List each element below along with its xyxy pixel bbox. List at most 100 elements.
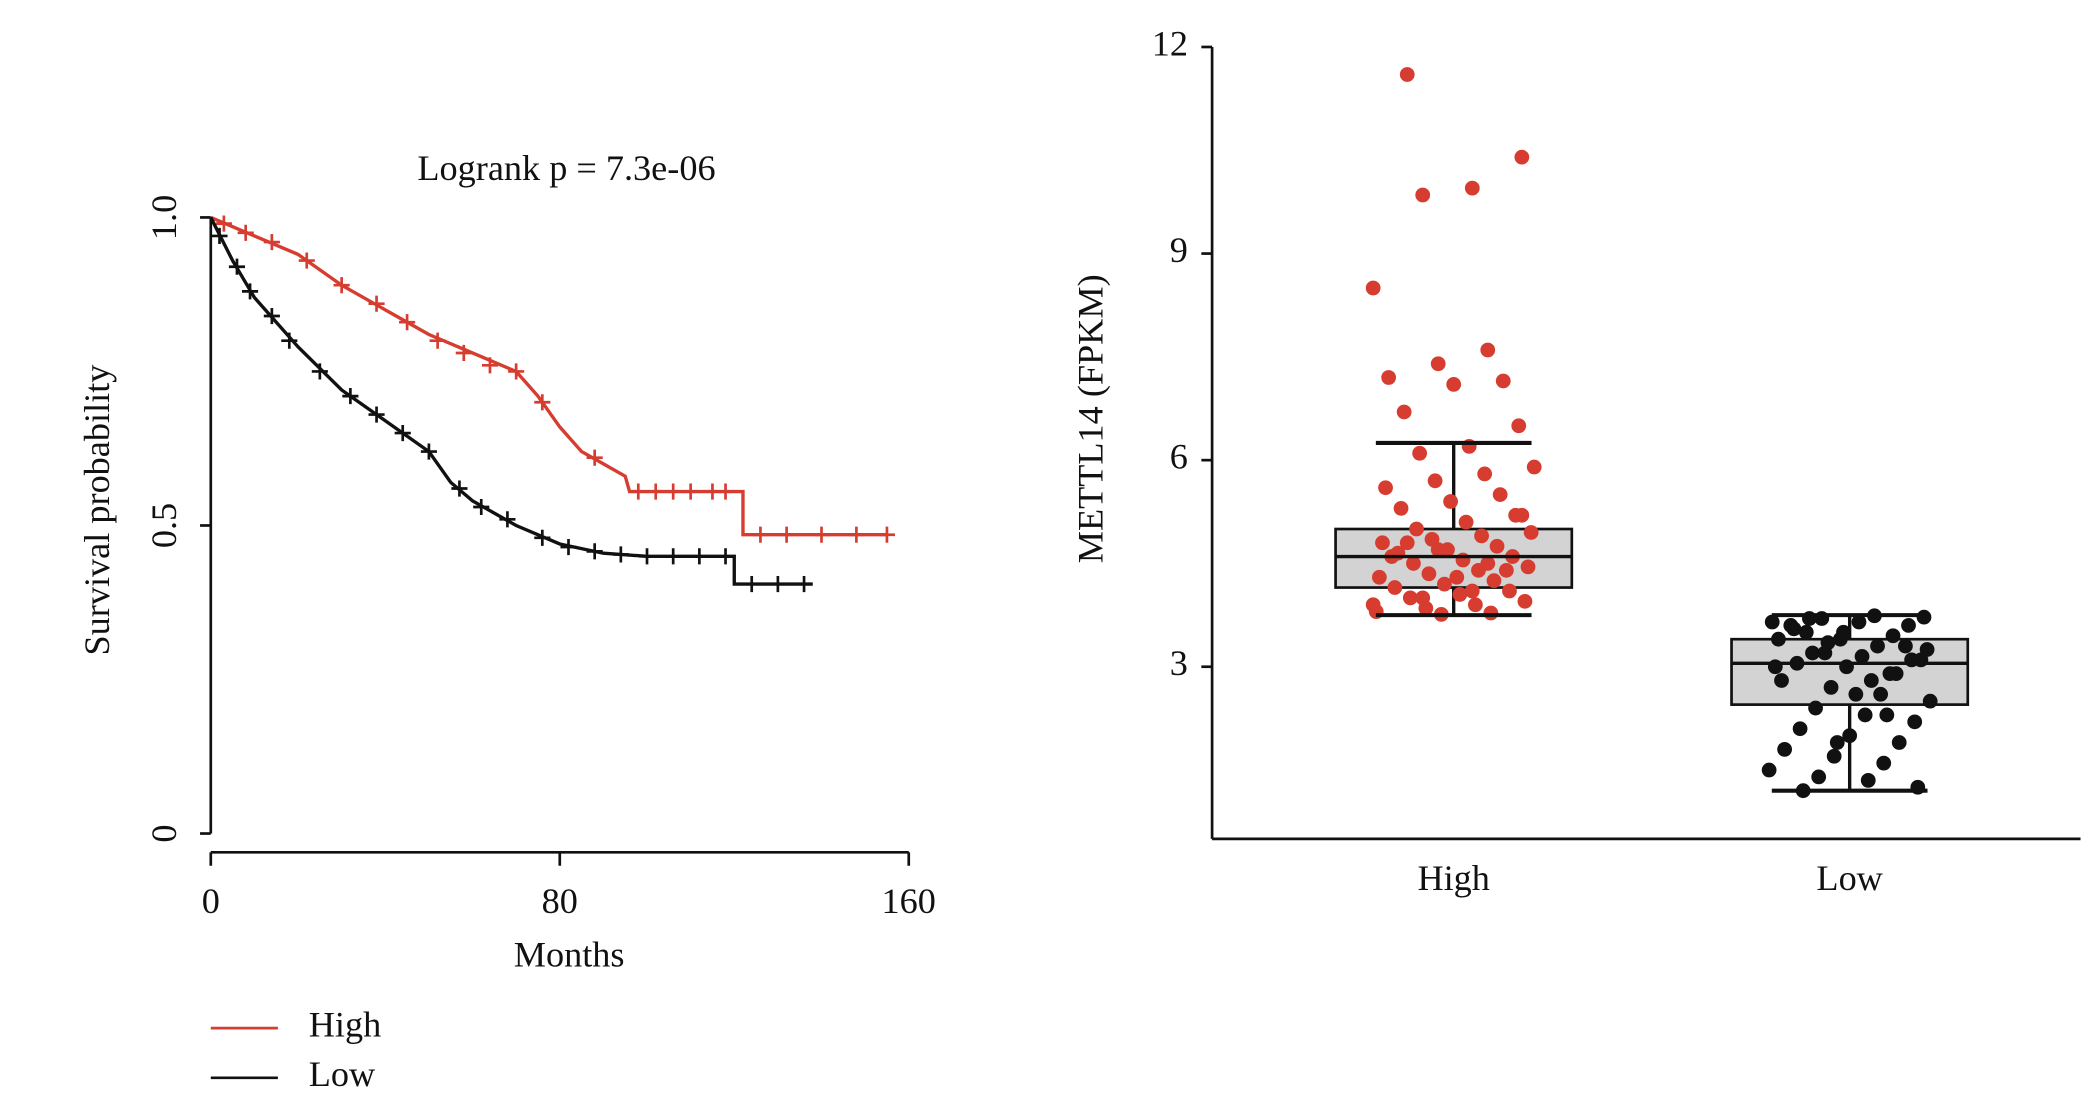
x-tick-label: 80: [542, 881, 578, 921]
data-point: [1767, 659, 1783, 675]
data-point: [1412, 445, 1428, 461]
data-point: [1483, 605, 1499, 621]
y-tick-label: 0.5: [144, 503, 184, 548]
data-point: [1798, 624, 1814, 640]
data-point: [1402, 590, 1418, 606]
data-point: [1922, 693, 1938, 709]
data-point: [1913, 652, 1929, 668]
data-point: [1848, 686, 1864, 702]
censor-mark: [778, 526, 795, 543]
censor-mark: [665, 548, 682, 565]
censor-mark: [263, 307, 280, 325]
data-point: [1792, 721, 1808, 737]
data-point: [1777, 741, 1792, 757]
data-point: [1486, 573, 1502, 589]
data-point: [1430, 356, 1446, 372]
censor-mark: [455, 344, 472, 362]
data-point: [1437, 576, 1452, 592]
data-point: [1421, 566, 1437, 582]
data-point: [1863, 673, 1879, 688]
data-point: [1467, 597, 1483, 613]
data-point: [1477, 466, 1493, 482]
legend-label: Low: [309, 1054, 376, 1094]
censor-mark: [717, 548, 734, 565]
data-point: [1829, 735, 1845, 750]
data-point: [1891, 735, 1907, 750]
censor-mark: [586, 449, 603, 466]
data-point: [1430, 542, 1446, 558]
data-point: [1805, 645, 1820, 661]
data-point: [1415, 590, 1431, 606]
censor-mark: [333, 277, 350, 294]
data-point: [1857, 707, 1873, 723]
censor-mark: [228, 258, 246, 275]
data-point: [1365, 597, 1381, 613]
data-point: [1464, 583, 1480, 599]
censor-mark: [752, 526, 769, 543]
censor-mark: [481, 357, 499, 374]
data-point: [1523, 525, 1539, 540]
data-point: [1860, 772, 1876, 788]
censor-mark: [534, 394, 551, 411]
data-point: [1464, 180, 1480, 196]
data-point: [1885, 628, 1901, 644]
censor-mark: [586, 543, 603, 560]
data-point: [1381, 370, 1397, 385]
censor-mark: [682, 483, 699, 500]
data-point: [1443, 494, 1458, 509]
censor-mark: [508, 363, 525, 380]
data-point: [1901, 618, 1916, 633]
data-point: [1378, 480, 1393, 496]
y-tick-label: 12: [1152, 23, 1188, 63]
survival-title: Logrank p = 7.3e-06: [417, 148, 715, 188]
data-point: [1839, 659, 1854, 675]
data-point: [1415, 187, 1431, 203]
data-point: [1375, 535, 1390, 551]
data-point: [1842, 728, 1858, 743]
data-point: [1873, 686, 1889, 702]
x-tick-label: 160: [882, 881, 936, 921]
censor-mark: [420, 443, 437, 460]
censor-mark: [743, 575, 760, 593]
survival-line: [210, 215, 887, 537]
y-axis-label: Survival probability: [77, 365, 117, 656]
censor-mark: [638, 548, 656, 565]
data-point: [1771, 631, 1786, 647]
censor-mark: [717, 483, 734, 500]
data-point: [1783, 618, 1799, 633]
data-point: [1817, 645, 1833, 661]
censor-mark: [630, 483, 647, 500]
data-point: [1495, 373, 1511, 389]
data-point: [1492, 487, 1508, 502]
censor-mark: [368, 406, 385, 423]
censor-mark: [368, 295, 385, 312]
x-axis-label: Months: [514, 935, 625, 975]
data-point: [1396, 404, 1412, 420]
censor-mark: [534, 529, 551, 546]
censor-mark: [665, 483, 682, 500]
censor-mark: [429, 332, 446, 349]
censor-mark: [263, 234, 280, 251]
data-point: [1520, 559, 1536, 575]
censor-mark: [399, 314, 416, 331]
data-point: [1427, 473, 1443, 489]
data-point: [1882, 666, 1898, 682]
data-point: [1365, 280, 1381, 296]
data-point: [1898, 638, 1913, 654]
data-point: [1458, 514, 1474, 530]
x-tick-label: 0: [202, 881, 220, 921]
censor-mark: [342, 388, 359, 405]
data-point: [1399, 67, 1415, 82]
y-axis-label: METTL14 (FPKM): [1070, 274, 1110, 563]
data-point: [1399, 535, 1415, 551]
data-point: [1455, 552, 1471, 568]
legend-label: High: [309, 1004, 381, 1044]
x-tick-label: Low: [1816, 858, 1883, 898]
censor-mark: [451, 480, 468, 497]
data-point: [1502, 583, 1517, 599]
data-point: [1876, 755, 1892, 771]
data-point: [1406, 556, 1421, 571]
data-point: [1832, 631, 1848, 647]
y-tick-label: 6: [1170, 436, 1188, 476]
